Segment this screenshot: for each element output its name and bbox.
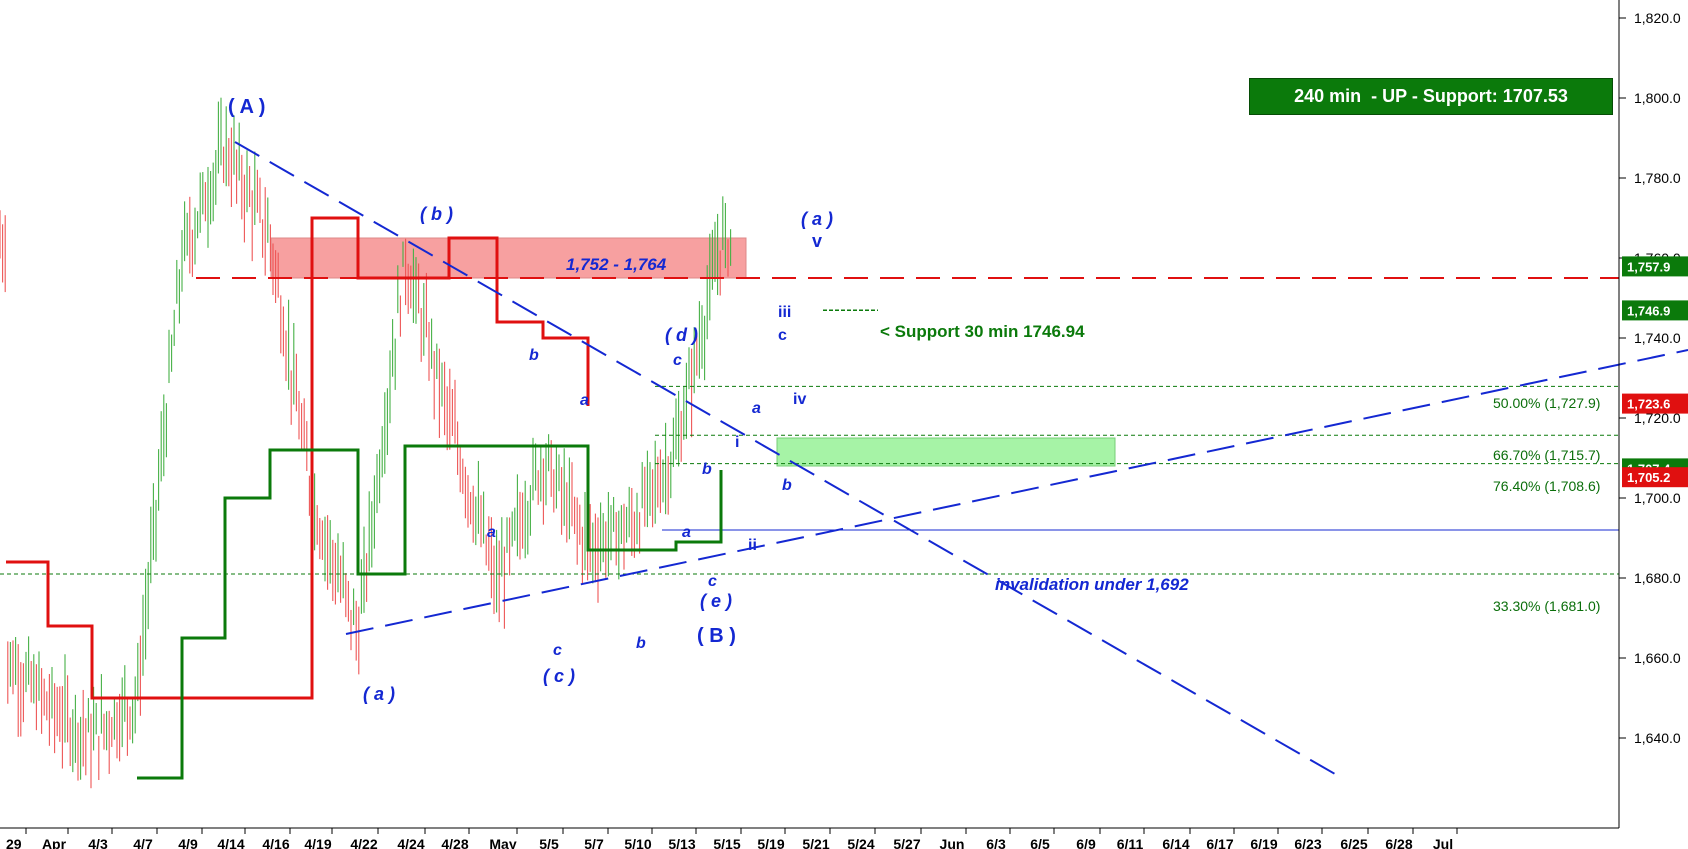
wave-label-b-low: b: [636, 635, 646, 652]
y-tick-label: 1,740.0: [1634, 330, 1681, 346]
wave-label-c: ( c ): [543, 666, 575, 686]
x-tick-label: 5/24: [847, 836, 874, 849]
fib-764-label: 76.40% (1,708.6): [1493, 478, 1600, 494]
wave-label-b-small: b: [782, 477, 792, 494]
overlay-lines: [0, 141, 1688, 780]
price-badge-text: 1,757.9: [1627, 259, 1670, 274]
y-tick-label: 1,800.0: [1634, 90, 1681, 106]
lower-trendline-line: [345, 349, 1688, 635]
invalidation-label: invalidation under 1,692: [995, 575, 1189, 594]
wave-label-a-small: a: [752, 400, 761, 417]
wave-label-b: ( b ): [420, 204, 453, 224]
wave-label-c-low-left: c: [553, 642, 562, 659]
wave-label-a: ( a ): [363, 684, 395, 704]
y-tick-label: 1,820.0: [1634, 10, 1681, 26]
wave-label-b-mid: b: [702, 461, 712, 478]
x-tick-label: 4/24: [397, 836, 424, 849]
wave-label-iii: iii: [778, 304, 791, 321]
wave-label-B: ( B ): [697, 625, 736, 647]
x-tick-label: 6/14: [1162, 836, 1189, 849]
x-tick-label: 6/25: [1340, 836, 1367, 849]
x-tick-label: May: [489, 836, 516, 849]
support-zone: [776, 437, 1116, 467]
x-tick-label: 5/27: [893, 836, 920, 849]
price-badge-text: 1,705.2: [1627, 470, 1670, 485]
wave-label-a-upper: ( a ): [801, 209, 833, 229]
x-tick-label: 4/16: [262, 836, 289, 849]
price-badge-text: 1,746.9: [1627, 303, 1670, 318]
x-tick-label: 5/7: [584, 836, 604, 849]
x-tick-label: 4/28: [441, 836, 468, 849]
price-badge-text: 1,723.6: [1627, 397, 1670, 412]
green-stop-line: [137, 444, 723, 780]
price-badge-box: [1622, 393, 1688, 414]
wave-label-iv: iv: [793, 391, 806, 408]
y-tick-label: 1,660.0: [1634, 650, 1681, 666]
x-tick-label: 5/15: [713, 836, 740, 849]
y-axis-ticks: 1,820.01,800.01,780.01,760.01,740.01,720…: [1619, 10, 1681, 746]
price-badges: 1,757.91,746.91,723.61,707.41,705.2: [1622, 256, 1688, 488]
wave-label-ii: ii: [748, 537, 757, 554]
x-tick-label: 4/22: [350, 836, 377, 849]
fib-50-label: 50.00% (1,727.9): [1493, 395, 1600, 411]
wave-label-c-upper: c: [673, 352, 682, 369]
wave-label-a-mid: a: [682, 524, 691, 541]
price-badge-box: [1622, 300, 1688, 321]
x-tick-label: 5/13: [668, 836, 695, 849]
x-tick-label: 6/9: [1076, 836, 1096, 849]
upper-trendline-line: [234, 141, 1336, 775]
x-tick-label: 5/10: [624, 836, 651, 849]
wave-label-A: ( A ): [228, 96, 265, 118]
x-axis-ticks: 29 Apr 4/3 4/7 4/9 4/14 4/16 4/19 4/22 4/24 4/28 Ma…: [6, 828, 1458, 849]
wave-label-b-left: b: [529, 347, 539, 364]
y-tick-label: 1,640.0: [1634, 730, 1681, 746]
y-tick-label: 1,700.0: [1634, 490, 1681, 506]
x-tick-label: 4/19: [304, 836, 331, 849]
wave-label-e: ( e ): [700, 591, 732, 611]
x-tick-label: 6/23: [1294, 836, 1321, 849]
status-box: 240 min - UP - Support: 1707.53: [1249, 78, 1613, 115]
x-tick-label: 5/5: [539, 836, 559, 849]
fib-667-label: 66.70% (1,715.7): [1493, 447, 1600, 463]
x-tick-label: Jul: [1433, 836, 1453, 849]
wave-label-c-small: c: [778, 327, 787, 344]
wave-label-v: v: [812, 231, 822, 251]
x-tick-label: 4/14: [217, 836, 244, 849]
x-tick-label: 6/19: [1250, 836, 1277, 849]
x-tick-label: 4/7: [133, 836, 153, 849]
price-badge-box: [1622, 256, 1688, 277]
x-tick-label: 6/28: [1385, 836, 1412, 849]
resistance-zone: [270, 237, 747, 279]
x-tick-label: 6/17: [1206, 836, 1233, 849]
y-tick-label: 1,680.0: [1634, 570, 1681, 586]
wave-label-a-left: a: [580, 392, 589, 409]
wave-label-i: i: [735, 434, 739, 451]
x-tick-label: 5/21: [802, 836, 829, 849]
wave-label-a-low: a: [487, 524, 496, 541]
y-tick-label: 1,780.0: [1634, 170, 1681, 186]
price-badge-box: [1622, 467, 1688, 488]
x-tick-label: 5/19: [757, 836, 784, 849]
x-tick-label: Jun: [940, 836, 965, 849]
x-tick-label: 6/11: [1117, 836, 1144, 849]
red-stop-line: [6, 216, 590, 700]
x-tick-label: 4/9: [178, 836, 198, 849]
zone-label: 1,752 - 1,764: [566, 255, 667, 274]
x-tick-label: Apr: [42, 836, 67, 849]
support-30min-label: < Support 30 min 1746.94: [880, 322, 1085, 341]
y-tick-label: 1,720.0: [1634, 410, 1681, 426]
x-tick-label: 6/3: [986, 836, 1006, 849]
x-tick-label: 6/5: [1030, 836, 1050, 849]
wave-label-c-low: c: [708, 573, 717, 590]
x-tick-label: 29: [6, 836, 22, 849]
zones-layer: [270, 237, 1116, 467]
wave-label-d: ( d ): [665, 325, 698, 345]
fib-333-label: 33.30% (1,681.0): [1493, 598, 1600, 614]
x-tick-label: 4/3: [88, 836, 108, 849]
